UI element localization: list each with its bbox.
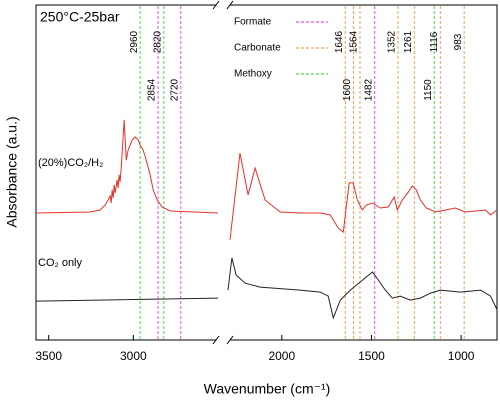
band-label: 2960 <box>129 30 140 53</box>
legend-label: Formate <box>234 17 272 28</box>
band-label: 983 <box>453 33 464 50</box>
y-axis-label: Absorbance (a.u.) <box>4 116 20 227</box>
spectrum-line <box>35 119 498 240</box>
spectrum-line <box>35 257 498 320</box>
x-tick-label: 1000 <box>448 349 475 363</box>
axis-break <box>212 0 220 10</box>
band-label: 2854 <box>147 78 158 101</box>
band-label: 2720 <box>169 78 180 101</box>
axis-break <box>226 335 234 345</box>
band-label: 1261 <box>403 30 414 53</box>
band-label: 1564 <box>349 30 360 53</box>
axis-break <box>212 335 220 345</box>
x-tick-label: 2000 <box>268 349 295 363</box>
x-tick-label: 1500 <box>358 349 385 363</box>
chart-title: 250°C-25bar <box>40 9 120 25</box>
frame-right <box>230 4 498 341</box>
band-label: 1116 <box>429 31 440 52</box>
series-label: (20%)CO₂/H₂ <box>38 157 103 169</box>
frame-left <box>35 4 216 341</box>
x-tick-label: 3500 <box>35 349 62 363</box>
legend-label: Methoxy <box>234 69 272 80</box>
band-label: 1150 <box>423 79 434 101</box>
legend-label: Carbonate <box>234 43 281 54</box>
series-label: CO₂ only <box>38 257 83 269</box>
axis-break <box>226 0 234 10</box>
x-tick-label: 3000 <box>120 349 147 363</box>
x-axis-label: Wavenumber (cm⁻¹) <box>204 381 331 397</box>
band-label: 1482 <box>363 78 374 101</box>
band-label: 2820 <box>152 30 163 53</box>
band-label: 1646 <box>334 30 345 53</box>
frame <box>35 0 498 345</box>
band-label: 1600 <box>342 78 353 101</box>
band-label: 1352 <box>387 30 398 53</box>
